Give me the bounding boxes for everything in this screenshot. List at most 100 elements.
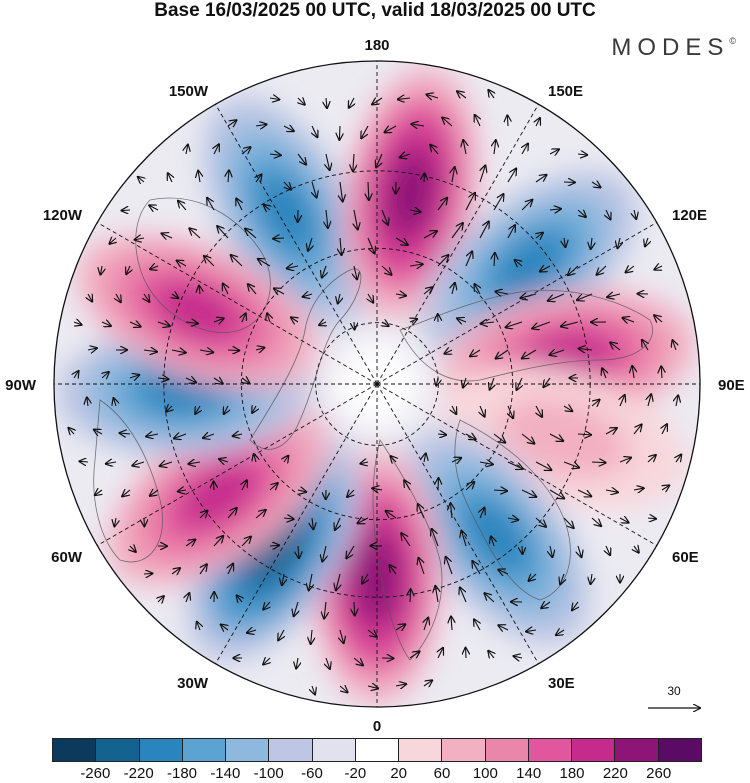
wind-vector	[619, 518, 629, 523]
lon-label-90w: 90W	[5, 377, 37, 394]
wind-vector	[437, 434, 446, 435]
meridian	[376, 222, 657, 385]
wind-vector	[248, 284, 257, 295]
wind-vector	[198, 171, 200, 183]
map-boundary	[53, 60, 701, 708]
wind-vector	[591, 182, 601, 187]
wind-vector	[430, 145, 439, 155]
colorbar	[52, 738, 702, 762]
wind-vector	[490, 377, 494, 390]
wind-vector	[312, 181, 317, 198]
wind-vector	[457, 91, 467, 98]
wind-vector	[577, 210, 586, 217]
wind-vector	[465, 434, 476, 439]
wind-vector	[213, 318, 224, 322]
wind-vector	[437, 255, 448, 267]
colorbar-bin	[441, 738, 485, 762]
wind-vector	[254, 454, 256, 463]
wind-vector	[258, 259, 271, 267]
wind-vector	[597, 265, 607, 275]
wind-vector	[339, 125, 340, 140]
wind-vector	[461, 531, 466, 547]
colorbar-bin	[95, 738, 139, 762]
wind-vector	[129, 322, 141, 327]
wind-vector	[168, 173, 172, 183]
wind-vector	[424, 173, 425, 183]
wind-vector	[241, 537, 251, 547]
wind-vector	[549, 149, 559, 154]
wind-vector	[465, 482, 474, 491]
wind-vector	[452, 405, 456, 414]
wind-vector	[424, 618, 428, 631]
wind-vector	[197, 622, 200, 631]
wind-vector	[282, 573, 284, 585]
wind-vector	[493, 433, 505, 443]
wind-vector	[463, 140, 466, 155]
wind-vector	[605, 428, 617, 434]
wind-vector	[214, 144, 219, 155]
wind-vector	[227, 508, 237, 519]
colorbar-tick-label: 100	[472, 765, 498, 782]
wind-vector	[451, 458, 461, 462]
wind-vector	[144, 293, 149, 302]
wind-vector	[549, 209, 561, 210]
wind-vector	[353, 657, 363, 665]
wind-vector	[493, 490, 507, 491]
wind-vector	[521, 200, 532, 211]
wind-vector	[577, 489, 591, 496]
wind-vector	[426, 95, 439, 98]
wind-vector	[436, 377, 438, 386]
wind-vector	[474, 619, 480, 631]
wind-vector	[488, 90, 494, 99]
wind-vector	[568, 265, 579, 275]
wind-vector	[74, 322, 82, 325]
wind-vector	[577, 154, 587, 155]
wind-vector	[312, 517, 313, 529]
wind-vector	[109, 238, 116, 244]
colorbar-bin	[571, 738, 615, 762]
colorbar-tick-label: 60	[433, 765, 451, 782]
wind-vector	[535, 461, 551, 470]
wind-vector	[283, 126, 294, 131]
wind-vector	[242, 480, 247, 491]
wind-vector	[245, 229, 257, 239]
wind-vector	[622, 318, 635, 322]
wind-vector	[563, 406, 572, 411]
wind-vector	[267, 313, 270, 323]
wind-vector	[606, 545, 610, 555]
wind-vector	[95, 490, 102, 495]
wind-vector	[309, 573, 312, 590]
wind-vector	[475, 115, 480, 127]
wind-vector	[619, 458, 631, 462]
colorbar-bin	[657, 738, 702, 762]
wind-vector	[521, 489, 536, 497]
wind-vector	[189, 228, 201, 239]
colorbar-bin	[614, 738, 658, 762]
wind-vector	[495, 292, 509, 294]
wind-vector	[494, 140, 496, 155]
wind-vector	[367, 630, 377, 637]
wind-vector	[162, 233, 173, 238]
wind-vector	[207, 198, 215, 211]
wind-vector	[513, 656, 523, 658]
wind-vector	[662, 424, 667, 435]
wind-vector	[233, 434, 243, 436]
wind-vector	[494, 253, 495, 267]
wind-vector	[550, 545, 552, 557]
wind-vector	[199, 350, 213, 352]
lon-label-0: 0	[373, 718, 381, 735]
wind-vector	[188, 462, 201, 464]
colorbar-tick-label: 20	[390, 765, 407, 782]
wind-vector	[221, 625, 228, 630]
wind-vector	[322, 545, 326, 562]
wind-vector	[185, 540, 195, 546]
wind-vector	[496, 349, 509, 359]
map-disc	[54, 61, 700, 707]
wind-vector	[442, 118, 453, 127]
wind-vector	[186, 145, 188, 155]
coastline	[135, 197, 271, 333]
colorbar-tick-label: -60	[301, 765, 323, 782]
colorbar-bin	[354, 738, 399, 762]
wind-vector	[166, 406, 172, 412]
wind-vector	[634, 209, 636, 219]
